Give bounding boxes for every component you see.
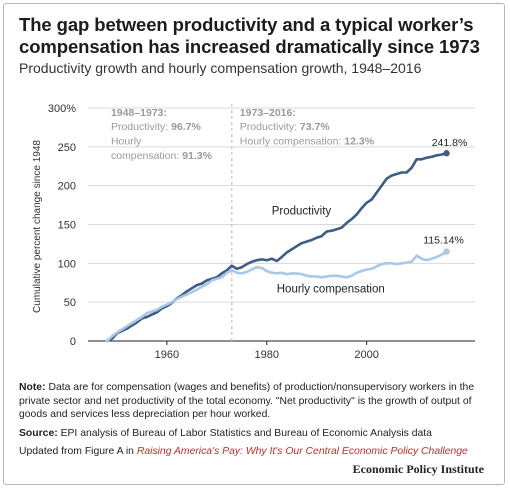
- series-line-productivity: [105, 151, 448, 343]
- chart-labels: Cumulative percent change since 1948 Pro…: [32, 107, 467, 313]
- notes-block: Note: Data are for compensation (wages a…: [19, 381, 494, 464]
- report-link[interactable]: Raising America's Pay: Why It's Our Cent…: [136, 446, 468, 458]
- grid-lines: [88, 107, 475, 303]
- y-tick-label-0: 0: [70, 336, 76, 348]
- annotation-compensation-1948-1973: compensation: 91.3%: [111, 150, 213, 162]
- y-tick-label-100: 100: [58, 258, 76, 270]
- annotation-productivity-1973-2016: Productivity: 73.7%: [240, 121, 331, 133]
- y-tick-label-150: 150: [58, 220, 76, 232]
- y-tick-label-200: 200: [58, 181, 76, 193]
- end-marker-productivity: [443, 150, 450, 157]
- org-logo-text: Economic Policy Institute: [352, 462, 484, 476]
- y-tick-label-250: 250: [58, 142, 76, 154]
- annotation-compensation-label-1948-1973: Hourly: [111, 136, 142, 148]
- y-tick-label-50: 50: [64, 297, 76, 309]
- annotation-period-1948-1973: 1948–1973:: [111, 107, 167, 119]
- series-label-compensation: Hourly compensation: [277, 284, 385, 296]
- x-tick-label-1960: 1960: [155, 349, 179, 361]
- x-tick-label-2000: 2000: [354, 349, 378, 361]
- series-line-compensation: [105, 250, 448, 343]
- updated-paragraph: Updated from Figure A in Raising America…: [19, 446, 468, 458]
- y-axis-label: Cumulative percent change since 1948: [32, 140, 43, 313]
- chart-title: The gap between productivity and a typic…: [19, 14, 480, 57]
- x-tick-label-1980: 1980: [255, 349, 279, 361]
- source-paragraph: Source: EPI analysis of Bureau of Labor …: [19, 427, 432, 439]
- series-lines: [105, 150, 450, 343]
- end-marker-compensation: [443, 248, 450, 255]
- note-paragraph: Note: Data are for compensation (wages a…: [19, 382, 475, 421]
- chart-svg: 0 50 100 150 200 250 300% 1960 1980 2000 Cumulati…: [32, 103, 475, 361]
- annotation-compensation-1973-2016: Hourly compensation: 12.3%: [240, 136, 375, 148]
- annotation-productivity-1948-1973: Productivity: 96.7%: [111, 121, 202, 133]
- end-label-productivity: 241.8%: [432, 137, 468, 149]
- end-label-compensation: 115.14%: [423, 235, 464, 247]
- y-tick-label-300: 300%: [48, 103, 76, 115]
- axes: 0 50 100 150 200 250 300% 1960 1980 2000: [48, 103, 475, 361]
- series-label-productivity: Productivity: [272, 205, 332, 217]
- chart-subtitle: Productivity growth and hourly compensat…: [19, 60, 422, 76]
- annotation-period-1973-2016: 1973–2016:: [240, 107, 296, 119]
- figure-frame: [3, 3, 505, 485]
